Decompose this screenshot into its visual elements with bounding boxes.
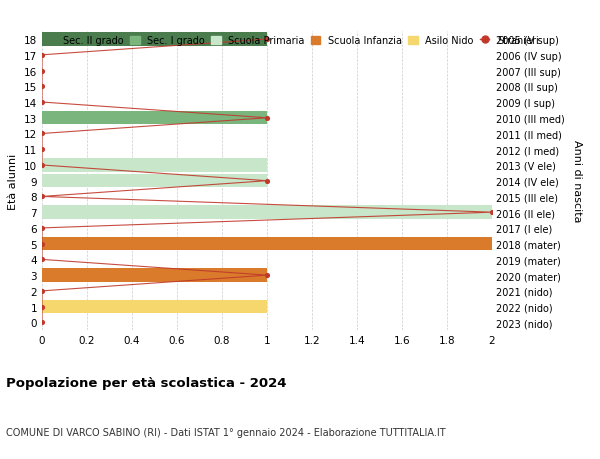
Bar: [42, 206, 492, 219]
Point: [262, 115, 272, 122]
Bar: [42, 300, 267, 313]
Bar: [42, 112, 267, 125]
Point: [37, 52, 47, 59]
Point: [37, 193, 47, 201]
Point: [37, 241, 47, 248]
Point: [262, 36, 272, 44]
Text: Popolazione per età scolastica - 2024: Popolazione per età scolastica - 2024: [6, 376, 287, 389]
Point: [262, 272, 272, 279]
Legend: Sec. II grado, Sec. I grado, Scuola Primaria, Scuola Infanzia, Asilo Nido, Stran: Sec. II grado, Sec. I grado, Scuola Prim…: [42, 32, 543, 50]
Y-axis label: Età alunni: Età alunni: [8, 153, 19, 209]
Point: [37, 162, 47, 169]
Point: [37, 225, 47, 232]
Y-axis label: Anni di nascita: Anni di nascita: [572, 140, 581, 223]
Point: [262, 178, 272, 185]
Point: [37, 256, 47, 263]
Point: [487, 209, 497, 216]
Bar: [42, 174, 267, 188]
Point: [37, 68, 47, 75]
Point: [37, 146, 47, 154]
Bar: [42, 159, 267, 172]
Text: COMUNE DI VARCO SABINO (RI) - Dati ISTAT 1° gennaio 2024 - Elaborazione TUTTITAL: COMUNE DI VARCO SABINO (RI) - Dati ISTAT…: [6, 427, 446, 437]
Point: [37, 287, 47, 295]
Point: [37, 319, 47, 326]
Bar: [42, 269, 267, 282]
Point: [37, 130, 47, 138]
Point: [37, 303, 47, 311]
Bar: [42, 34, 267, 47]
Bar: [42, 237, 492, 251]
Point: [37, 84, 47, 91]
Point: [37, 99, 47, 106]
